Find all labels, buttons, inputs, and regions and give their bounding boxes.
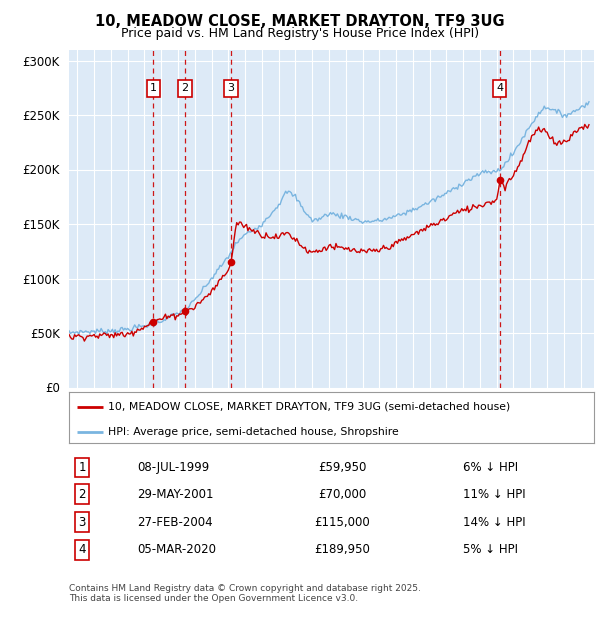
Text: 10, MEADOW CLOSE, MARKET DRAYTON, TF9 3UG: 10, MEADOW CLOSE, MARKET DRAYTON, TF9 3U… [95,14,505,29]
Text: Contains HM Land Registry data © Crown copyright and database right 2025.
This d: Contains HM Land Registry data © Crown c… [69,584,421,603]
Text: 14% ↓ HPI: 14% ↓ HPI [463,516,526,528]
Text: 5% ↓ HPI: 5% ↓ HPI [463,543,518,556]
Text: 3: 3 [227,84,235,94]
Text: 2: 2 [181,84,188,94]
Text: 29-MAY-2001: 29-MAY-2001 [137,488,214,501]
Text: 1: 1 [150,84,157,94]
Text: 2: 2 [79,488,86,501]
Text: £115,000: £115,000 [314,516,370,528]
Text: 05-MAR-2020: 05-MAR-2020 [137,543,216,556]
Text: Price paid vs. HM Land Registry's House Price Index (HPI): Price paid vs. HM Land Registry's House … [121,27,479,40]
Text: 10, MEADOW CLOSE, MARKET DRAYTON, TF9 3UG (semi-detached house): 10, MEADOW CLOSE, MARKET DRAYTON, TF9 3U… [109,402,511,412]
Text: 1: 1 [79,461,86,474]
Text: 3: 3 [79,516,86,528]
Text: 11% ↓ HPI: 11% ↓ HPI [463,488,526,501]
Text: 4: 4 [79,543,86,556]
Text: £59,950: £59,950 [318,461,366,474]
Text: £189,950: £189,950 [314,543,370,556]
Text: 6% ↓ HPI: 6% ↓ HPI [463,461,518,474]
Text: 27-FEB-2004: 27-FEB-2004 [137,516,213,528]
Text: 08-JUL-1999: 08-JUL-1999 [137,461,209,474]
Text: £70,000: £70,000 [318,488,366,501]
Text: 4: 4 [496,84,503,94]
Text: HPI: Average price, semi-detached house, Shropshire: HPI: Average price, semi-detached house,… [109,427,399,437]
